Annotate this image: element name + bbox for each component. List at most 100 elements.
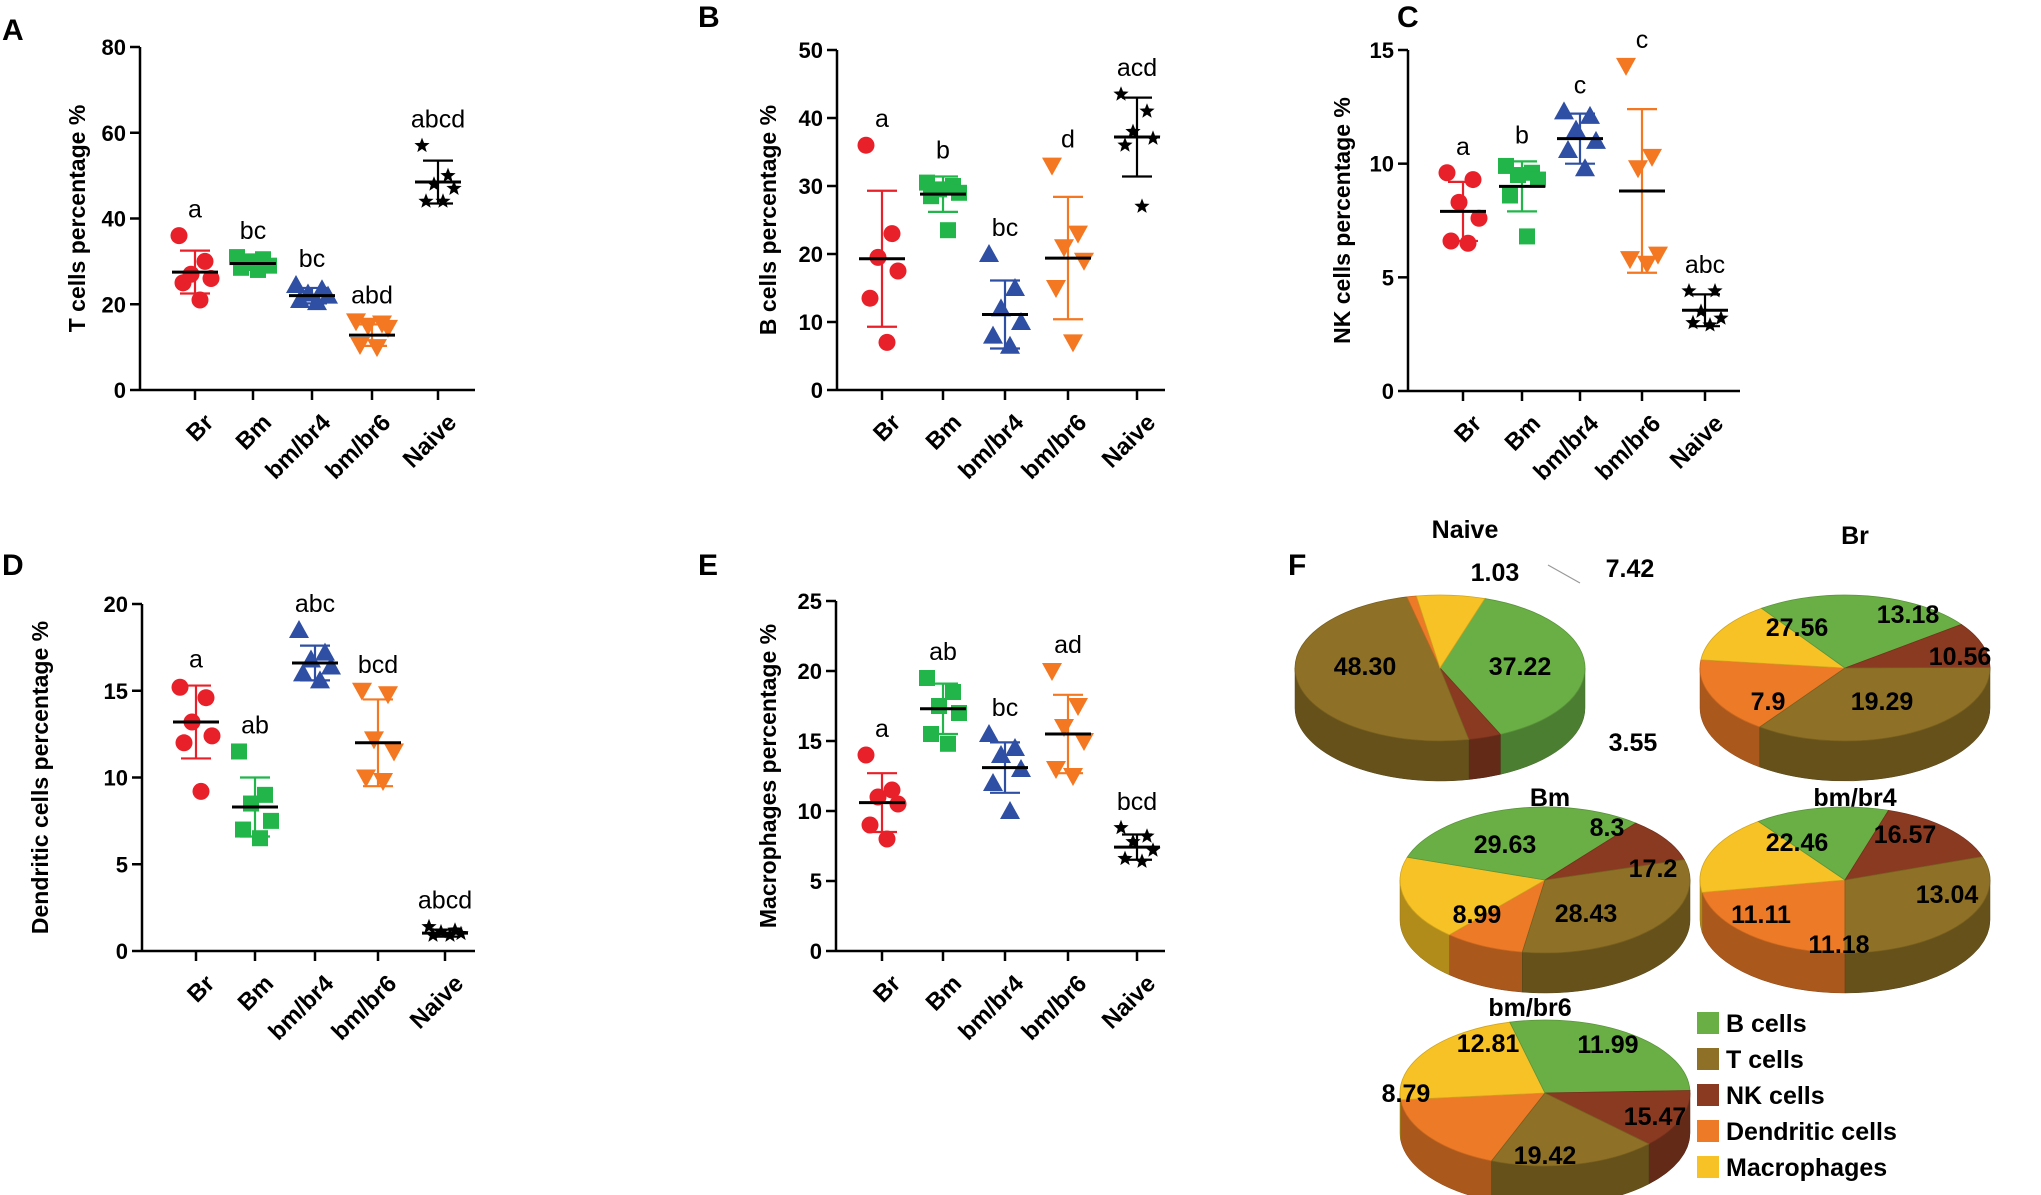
y-axis-title: Dendritic cells percentage % (27, 621, 53, 934)
data-point (1113, 86, 1129, 101)
data-point (1134, 853, 1150, 868)
data-point (356, 769, 376, 788)
legend-label: Macrophages (1726, 1154, 1887, 1182)
data-point (1074, 733, 1094, 751)
pie-slice-macrophages (1699, 820, 1847, 893)
data-point (1054, 239, 1074, 258)
x-tick-label: Naive (1665, 410, 1729, 474)
series-bm-br6: ad (1042, 631, 1094, 786)
series-bm-br4: bc (979, 694, 1031, 819)
series-br: a (857, 715, 907, 848)
pie-title: Naive (1432, 516, 1499, 544)
pie-value-label: 19.29 (1851, 688, 1914, 716)
pie-value-label: 11.18 (1808, 931, 1869, 959)
data-point (1554, 101, 1574, 120)
data-point (1074, 252, 1094, 271)
series-br: a (1438, 133, 1488, 252)
y-tick-label: 20 (798, 659, 822, 684)
data-point (1566, 119, 1586, 138)
series-bm-br6: c (1616, 26, 1668, 274)
data-point (1642, 148, 1662, 167)
significance-label: abcd (418, 887, 472, 915)
pie-value-label: 11.99 (1577, 1031, 1638, 1059)
data-point (1713, 310, 1729, 325)
y-tick-label: 0 (810, 939, 822, 964)
data-point (1042, 157, 1062, 176)
data-point (1628, 160, 1648, 179)
data-point (1510, 167, 1526, 184)
panel-letter-c: C (1397, 1, 1419, 34)
x-tick-label: Br (181, 409, 219, 447)
data-point (446, 180, 462, 195)
series-bm-br6: abd (346, 281, 398, 358)
significance-label: a (1456, 133, 1470, 161)
data-point (315, 642, 335, 661)
data-point (861, 816, 879, 834)
y-tick-label: 40 (102, 207, 126, 232)
data-point (1580, 105, 1600, 124)
pie-value-label: 8.3 (1590, 814, 1625, 842)
data-point (263, 812, 279, 829)
pie-value-label: 37.22 (1489, 653, 1552, 681)
pie-slice-macrophages (1415, 594, 1486, 669)
pie-slice-nk-cells (1844, 809, 1983, 881)
y-axis-title: Macrophages percentage % (755, 624, 781, 928)
pie-slice-t-cells (1294, 596, 1470, 742)
significance-label: ad (1054, 631, 1082, 659)
y-tick-label: 10 (104, 766, 128, 791)
x-tick-label: bm/br4 (953, 970, 1029, 1046)
pie-value-label: 10.56 (1929, 643, 1992, 671)
legend-swatch (1697, 1012, 1719, 1034)
data-point (945, 684, 961, 700)
y-axis-title: B cells percentage % (755, 105, 781, 335)
data-point (1005, 738, 1025, 756)
data-point (203, 727, 221, 745)
data-point (442, 927, 458, 942)
data-point (350, 336, 370, 355)
pie-slice-t-cells (1758, 667, 1991, 742)
significance-label: b (1515, 121, 1529, 149)
data-point (1438, 164, 1456, 182)
data-point (1530, 171, 1546, 188)
data-point (1575, 158, 1595, 177)
data-point (197, 689, 215, 707)
x-tick-label: Naive (1097, 970, 1161, 1034)
data-point (1464, 171, 1482, 189)
y-tick-label: 5 (810, 869, 822, 894)
y-tick-label: 10 (799, 310, 823, 335)
x-tick-label: bm/br6 (320, 409, 396, 485)
data-point (235, 821, 251, 838)
y-tick-label: 15 (1370, 38, 1394, 63)
pie-value-label: 22.46 (1766, 829, 1829, 857)
significance-label: a (875, 715, 889, 743)
pie-legend: B cells T cells NK cells Dendritic cells Mac… (1697, 1010, 1897, 1182)
significance-label: a (188, 196, 202, 224)
x-tick-label: Bm (233, 970, 279, 1016)
data-point (352, 682, 372, 701)
data-point (1134, 198, 1150, 213)
data-point (1046, 761, 1066, 779)
data-point (931, 698, 947, 714)
data-point (1648, 246, 1668, 265)
pie-slice-b-cells (1439, 598, 1586, 735)
data-point (861, 289, 879, 307)
pie-value-label: 7.42 (1606, 555, 1655, 583)
pie-slice-dendritic-cells (1701, 879, 1846, 954)
series-bm: ab (919, 638, 967, 752)
pie-title: Bm (1530, 784, 1570, 812)
panel-d: D 0 5 10 15 20 Dendritic cells percentage % Br B… (2, 549, 475, 1046)
x-tick-label: bm/br4 (263, 970, 339, 1046)
data-point (250, 261, 266, 278)
data-point (1046, 280, 1066, 298)
series-br: a (171, 646, 221, 800)
series-bm-br6: bcd (352, 651, 404, 791)
pie-value-label: 27.56 (1766, 614, 1829, 642)
pie-value-label: 8.79 (1382, 1080, 1431, 1108)
pie-slice-macrophages (1399, 1021, 1546, 1101)
pie-bm: Bm 8.317.2 28.43 8.99 29.63 (1399, 784, 1691, 994)
data-point (1442, 232, 1460, 250)
data-point (979, 244, 999, 262)
x-tick-label: Br (868, 970, 906, 1008)
data-point (425, 927, 441, 942)
